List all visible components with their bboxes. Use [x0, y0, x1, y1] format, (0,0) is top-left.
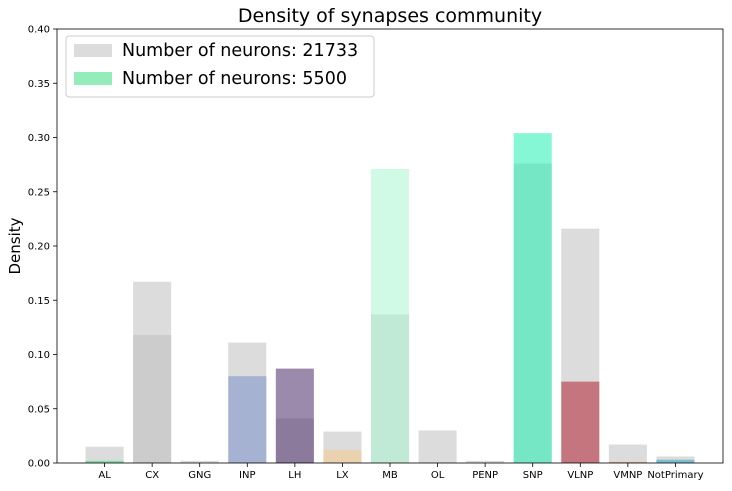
y-tick-label: 0.20 — [28, 242, 50, 253]
x-tick-label: MB — [382, 470, 398, 481]
y-tick-label: 0.10 — [28, 350, 50, 361]
x-tick-label: LH — [288, 470, 301, 481]
y-tick-label: 0.00 — [28, 459, 50, 470]
bar-series2-vmnp — [608, 461, 647, 463]
legend-box — [65, 35, 375, 98]
bar-series1-al — [85, 446, 124, 463]
bar-series1-vmnp — [608, 444, 647, 463]
chart-title: Density of synapses community — [238, 5, 542, 27]
x-tick-label: OL — [431, 470, 445, 481]
x-tick-label: VMNP — [613, 470, 642, 481]
x-tick-label: PENP — [472, 470, 498, 481]
y-tick-label: 0.35 — [28, 79, 50, 90]
x-tick-label: SNP — [523, 470, 543, 481]
bar-series2-cx — [133, 334, 172, 463]
bar-series2-notprimary — [656, 459, 695, 463]
y-axis-label: Density — [6, 217, 24, 274]
y-tick-label: 0.40 — [28, 25, 50, 36]
legend-label-2: Number of neurons: 5500 — [122, 69, 347, 89]
y-tick-label: 0.25 — [28, 187, 50, 198]
bar-series2-vlnp — [561, 381, 600, 464]
legend-swatch-1 — [74, 44, 112, 57]
bar-series2-lh — [275, 368, 314, 463]
bar-series1-gng — [180, 460, 219, 463]
bar-series1-ol — [418, 430, 457, 463]
x-tick-label: GNG — [188, 470, 211, 481]
bar-series2-lx — [323, 449, 362, 463]
x-tick-label: LX — [336, 470, 349, 481]
x-tick-label: CX — [145, 470, 159, 481]
legend-label-1: Number of neurons: 21733 — [122, 41, 358, 61]
bar-series1-notprimary — [656, 456, 695, 463]
x-tick-label: INP — [239, 470, 255, 481]
bar-series2-inp — [228, 376, 267, 463]
bar-series2-mb — [370, 168, 410, 463]
bar-series2-al — [85, 460, 124, 463]
bar-series2-snp — [513, 133, 552, 463]
x-tick-label: AL — [98, 470, 111, 481]
legend-swatch-2 — [74, 72, 112, 85]
y-tick-label: 0.15 — [28, 296, 50, 307]
x-tick-label: NotPrimary — [647, 470, 703, 481]
y-tick-label: 0.05 — [28, 404, 50, 415]
x-tick-label: VLNP — [567, 470, 593, 481]
bar-series1-penp — [466, 460, 505, 463]
y-tick-label: 0.30 — [28, 133, 50, 144]
